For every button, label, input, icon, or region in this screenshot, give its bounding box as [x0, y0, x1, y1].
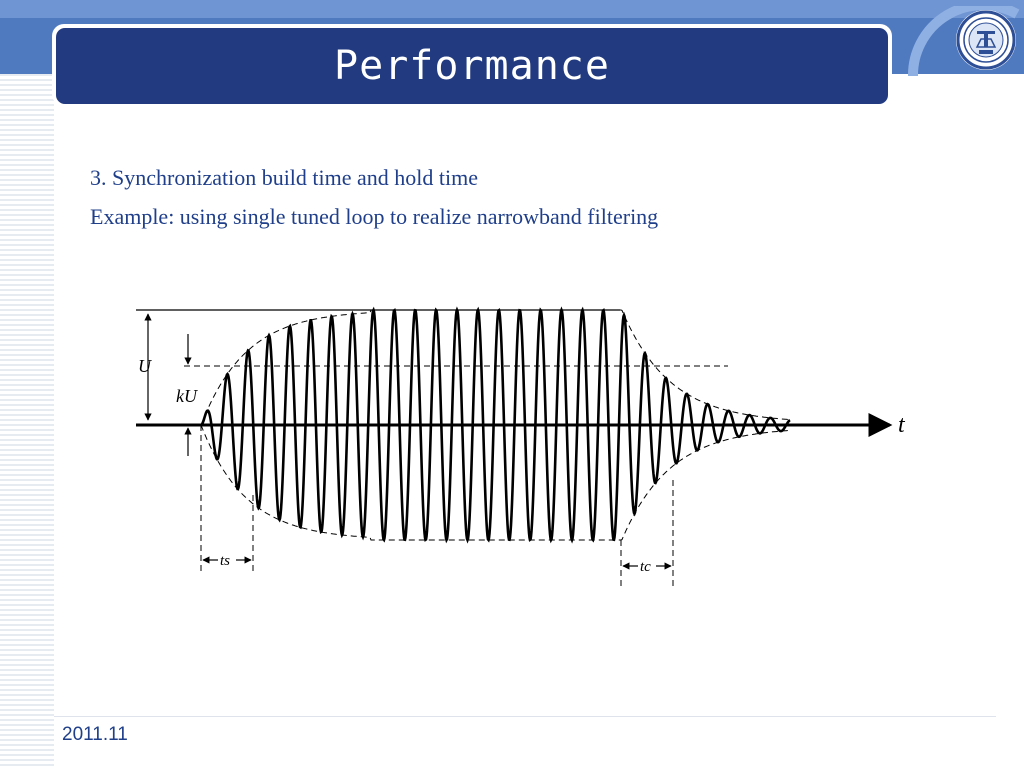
envelope-lower [200, 424, 791, 541]
left-stripe-decoration [0, 74, 54, 768]
u-label: U [138, 356, 152, 376]
synchronization-waveform-diagram: U kU t ts tc [136, 306, 906, 590]
footer-date: 2011.11 [62, 724, 128, 745]
page-title: Performance [334, 43, 610, 89]
oscillation-waveform [200, 306, 791, 544]
header-arc-decoration [907, 6, 1020, 77]
ts-label: ts [220, 553, 230, 569]
footer-divider [54, 716, 996, 717]
t-axis-label: t [898, 412, 906, 438]
tc-label: tc [640, 559, 651, 575]
ku-label: kU [176, 386, 198, 406]
header-band-highlight [0, 0, 1024, 18]
example-line: Example: using single tuned loop to real… [90, 204, 659, 229]
university-seal-icon [956, 10, 1016, 70]
title-bar: Performance [56, 28, 888, 104]
heading-line: 3. Synchronization build time and hold t… [90, 165, 478, 190]
